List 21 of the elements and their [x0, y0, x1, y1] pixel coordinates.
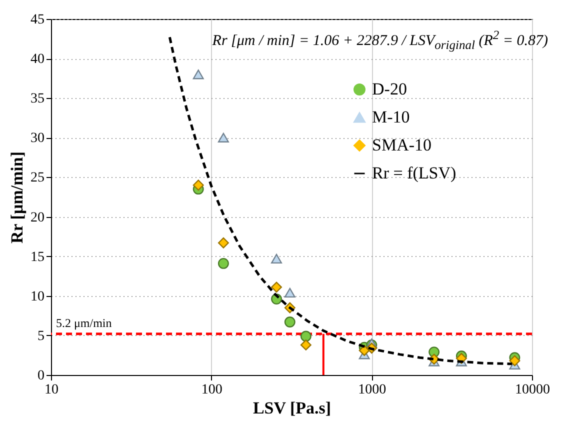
y-tick-label: 10 — [30, 289, 44, 304]
x-tick-label: 10000 — [515, 382, 550, 398]
y-tick-label: 40 — [30, 52, 44, 68]
y-tick-label: 0 — [38, 368, 44, 384]
ref-line-label: 5.2 μm/min — [56, 316, 112, 330]
legend-label: Rr = f(LSV) — [372, 164, 456, 182]
y-tick-label: 5 — [38, 328, 44, 344]
y-tick-label: 25 — [30, 170, 44, 186]
legend-label: D-20 — [372, 80, 407, 98]
y-tick-label: 35 — [30, 92, 44, 107]
legend-label: SMA-10 — [372, 136, 432, 154]
x-axis-title: LSV [Pa.s] — [252, 398, 332, 418]
y-tick-label: 30 — [30, 131, 44, 146]
x-tick-label: 1000 — [358, 382, 386, 398]
y-tick-label: 15 — [30, 250, 44, 265]
annotation: Rr [μm / min] = 1.06 + 2287.9 / LSV$_{original}$ (R$^{2}$ = 0.87) — [212, 28, 548, 53]
y-tick-label: 45 — [30, 12, 44, 28]
legend-label: M-10 — [372, 108, 410, 126]
y-tick-label: 20 — [30, 210, 44, 226]
y-axis-title: Rr [μm/min] — [8, 152, 26, 244]
x-tick-label: 100 — [201, 382, 222, 398]
